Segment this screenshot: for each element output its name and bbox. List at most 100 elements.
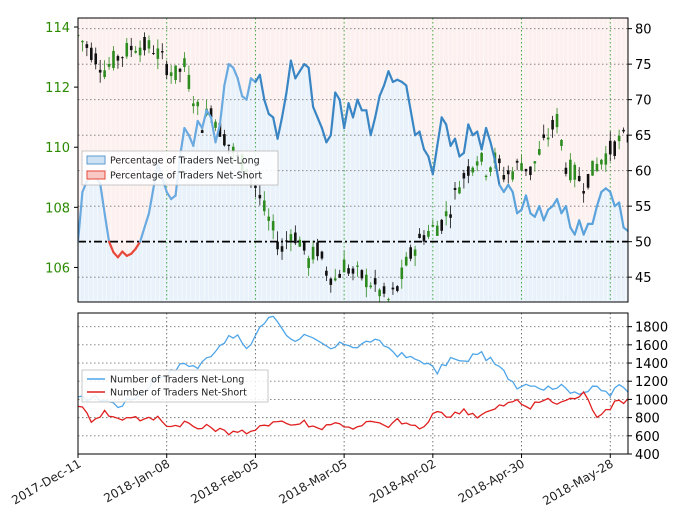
date-axis: 2017-Dec-11 2018-Jan-08 2018-Feb-05 2018-Ma…: [9, 454, 616, 508]
net-long-fill-bar: [80, 191, 85, 302]
net-long-pct-segment: [374, 94, 381, 119]
net-short-fill-bar: [501, 18, 506, 192]
net-long-fill-bar: [452, 138, 457, 302]
candle-body: [112, 50, 115, 69]
net-short-fill-bar: [279, 18, 284, 118]
net-long-fill-bar: [293, 78, 298, 302]
net-long-fill-bar: [381, 85, 386, 302]
candle-body: [471, 167, 475, 173]
candle-body: [515, 160, 519, 163]
net-long-pct-segment: [382, 70, 390, 87]
candle-body: [449, 214, 452, 218]
net-long-pct-segment: [165, 190, 173, 201]
candle-body: [622, 129, 625, 132]
candle-body: [214, 121, 217, 128]
net-short-fill-bar: [479, 18, 484, 150]
candle-body: [378, 289, 381, 297]
net-long-fill-bar: [368, 135, 373, 302]
net-long-fill-bar: [155, 163, 160, 302]
net-long-fill-bar: [301, 64, 306, 302]
net-long-pct-segment: [445, 123, 452, 147]
net-long-fill-bar: [168, 199, 173, 302]
candle-body: [342, 259, 346, 273]
net-long-fill-bar: [239, 96, 244, 302]
net-long-fill-bar: [506, 184, 511, 302]
net-long-pct-segment: [334, 91, 341, 101]
net-long-fill-bar: [554, 199, 559, 302]
net-long-pct-segment: [78, 190, 84, 243]
net-long-pct-segment: [263, 98, 270, 115]
net-short-fill-bar: [461, 18, 466, 153]
candle-body: [582, 190, 585, 194]
net-long-pct-segment: [280, 91, 288, 119]
candle-body: [546, 137, 550, 140]
candle-body: [347, 268, 350, 274]
net-long-pct-segment: [316, 116, 324, 130]
net-long-fill-bar: [106, 241, 111, 302]
net-long-fill-bar: [217, 124, 222, 302]
net-short-fill-bar: [572, 18, 577, 235]
net-short-fill-bar: [439, 18, 444, 118]
net-long-pct-segment: [609, 190, 616, 208]
net-long-pct-segment: [405, 84, 412, 112]
net-long-fill-bar: [563, 206, 568, 302]
candle-body: [125, 42, 129, 57]
net-short-fill-bar: [426, 18, 431, 157]
net-short-fill-bar: [386, 18, 391, 72]
net-long-pct-segment: [564, 205, 572, 229]
net-long-fill-bar: [559, 213, 564, 302]
net-long-fill-bar: [129, 253, 133, 302]
net-short-fill-bar: [341, 18, 346, 129]
net-long-pct-segment: [502, 183, 510, 194]
net-long-fill-bar: [572, 234, 577, 302]
net-short-fill-bar: [213, 18, 218, 143]
net-short-fill-bar: [177, 18, 182, 157]
net-short-fill-bar: [151, 18, 156, 189]
top-legend: Percentage of Traders Net-Long Percentag…: [81, 150, 279, 186]
net-long-fill-bar: [359, 110, 364, 302]
candle-body: [564, 167, 568, 174]
candle-body: [498, 158, 501, 164]
net-long-pct-segment: [542, 208, 550, 222]
candle-body: [569, 159, 572, 181]
net-long-pct-segment: [378, 84, 386, 98]
net-short-fill-bar: [497, 18, 502, 185]
net-long-pct-segment: [365, 109, 372, 137]
net-long-pct-segment: [493, 158, 501, 186]
candle-body: [85, 44, 89, 48]
net-long-fill-bar: [439, 117, 444, 302]
net-long-fill-bar: [177, 156, 182, 302]
net-long-fill-bar: [275, 138, 280, 302]
candle-body: [338, 273, 341, 278]
net-long-fill-bar: [319, 128, 324, 302]
net-long-pct-segment: [476, 130, 483, 151]
net-short-fill-bar: [390, 18, 395, 82]
net-long-fill-bar: [284, 92, 289, 302]
net-short-fill-bar: [155, 18, 160, 164]
bottom-axis-tick-label: 1200: [635, 375, 668, 390]
bottom-legend: Number of Traders Net-Long Number of Tra…: [81, 369, 269, 403]
net-long-fill-bar: [288, 60, 293, 302]
net-short-fill-bar: [173, 18, 178, 196]
net-short-fill-bar: [217, 18, 222, 125]
net-long-pct-segment: [214, 123, 222, 144]
net-long-pct-segment: [223, 63, 230, 87]
right-axis-tick-label: 80: [635, 23, 652, 38]
right-axis-tick-label: 75: [635, 58, 652, 73]
net-long-pct-segment: [143, 212, 151, 229]
net-short-fill-bar: [568, 18, 573, 228]
candle-body: [103, 70, 106, 78]
net-long-pct-segment: [209, 116, 217, 144]
candle-body: [227, 144, 231, 147]
net-short-fill-bar: [590, 18, 595, 224]
net-long-pct-segment: [511, 190, 519, 215]
candle-body: [316, 242, 319, 257]
net-long-pct-segment: [387, 70, 395, 84]
net-long-fill-bar: [616, 202, 621, 302]
candle-body: [298, 239, 302, 247]
net-long-fill-bar: [621, 227, 626, 302]
candle-body: [467, 166, 470, 176]
net-short-fill-bar: [244, 18, 249, 100]
net-long-fill-bar: [137, 241, 142, 302]
net-short-fill-bar: [142, 18, 147, 228]
